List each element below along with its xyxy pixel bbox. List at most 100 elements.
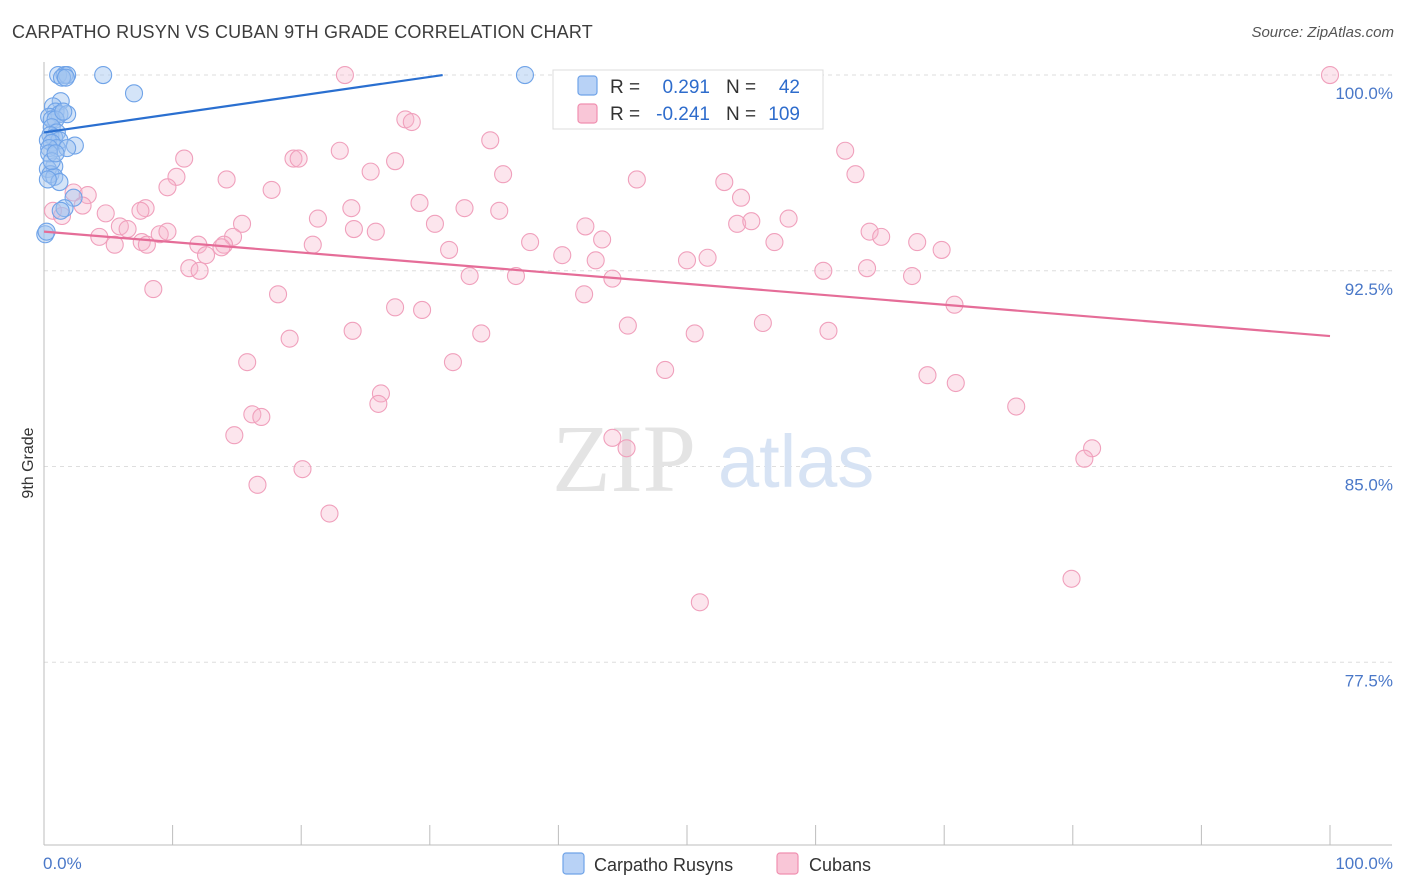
legend-swatch-carpatho [577, 75, 598, 96]
cubans-point-84 [280, 329, 299, 348]
cubans-point-75 [386, 298, 405, 317]
carpatho-point-3 [94, 66, 113, 85]
y-axis-title: 9th Grade [20, 427, 37, 498]
cubans-point-5 [330, 141, 349, 160]
cubans-point-10 [386, 152, 405, 171]
cubans-point-12 [494, 165, 513, 184]
cubans-point-33 [308, 209, 327, 228]
legend-n-label-2: N = [726, 104, 756, 125]
cubans-trend-line [43, 230, 1331, 338]
series-legend-swatch-cubans [776, 852, 799, 875]
cubans-point-50 [132, 233, 151, 252]
cubans-point-37 [728, 214, 747, 233]
cubans-points [43, 66, 1340, 612]
cubans-point-11 [361, 162, 380, 181]
series-legend-label-cubans: Cubans [809, 855, 871, 875]
cubans-point-8 [284, 149, 303, 168]
cubans-point-22 [410, 193, 429, 212]
cubans-point-17 [715, 173, 734, 192]
carpatho-point-39 [54, 102, 73, 121]
carpatho-rusyns-points [36, 66, 535, 244]
y-tick-label-2: 85.0% [1345, 476, 1393, 495]
cubans-point-66 [460, 266, 479, 286]
cubans-point-34 [779, 209, 798, 228]
cubans-point-92 [1007, 397, 1026, 416]
cubans-point-47 [593, 230, 612, 249]
cubans-point-61 [553, 246, 572, 265]
cubans-point-85 [238, 353, 257, 372]
cubans-point-86 [443, 353, 462, 372]
watermark-zip: ZIP [552, 405, 696, 512]
cubans-point-100 [293, 460, 312, 479]
source-label: Source: ZipAtlas.com [1251, 24, 1394, 41]
x-tick-label-0: 0.0% [43, 854, 82, 873]
cubans-point-79 [753, 313, 772, 333]
cubans-point-82 [685, 324, 704, 343]
cubans-point-6 [836, 141, 855, 160]
cubans-point-27 [455, 199, 474, 218]
cubans-point-107 [677, 251, 697, 270]
cubans-point-7 [175, 149, 194, 168]
carpatho-point-32 [64, 188, 83, 207]
carpatho-point-7 [124, 84, 144, 103]
carpatho-point-31 [50, 173, 69, 192]
cubans-point-13 [846, 165, 865, 184]
cubans-point-40 [118, 219, 137, 239]
cubans-point-0 [335, 66, 354, 85]
cubans-point-101 [248, 475, 267, 494]
cubans-point-31 [96, 204, 115, 223]
cubans-point-14 [167, 167, 186, 186]
cubans-point-44 [860, 222, 879, 241]
cubans-point-21 [78, 186, 97, 205]
y-tick-label-0: 100.0% [1335, 84, 1393, 103]
cubans-point-25 [136, 199, 155, 218]
carpatho-point-25 [58, 139, 77, 158]
cubans-point-83 [819, 321, 838, 340]
cubans-point-71 [902, 266, 922, 286]
cubans-point-29 [43, 201, 63, 220]
cubans-point-42 [576, 217, 595, 236]
cubans-point-38 [742, 212, 761, 231]
cubans-point-9 [289, 149, 308, 168]
legend-n-value-2: 109 [768, 104, 800, 125]
cubans-point-90 [371, 384, 390, 403]
cubans-point-69 [814, 261, 833, 280]
cubans-point-23 [731, 188, 751, 207]
cubans-point-67 [506, 266, 526, 286]
stats-legend-box [552, 69, 824, 130]
cubans-point-94 [252, 407, 271, 427]
cubans-point-35 [232, 214, 252, 233]
cubans-point-76 [413, 300, 432, 320]
cubans-point-72 [144, 280, 163, 299]
cubans-point-18 [158, 178, 177, 197]
cubans-point-62 [586, 251, 605, 270]
carpatho-trend-line [43, 73, 443, 134]
cubans-point-103 [1062, 569, 1081, 588]
legend-swatch-cubans [577, 103, 598, 124]
cubans-point-51 [105, 235, 124, 254]
cubans-point-70 [857, 259, 877, 278]
cubans-point-102 [320, 504, 339, 523]
carpatho-point-41 [38, 170, 57, 189]
cubans-point-55 [765, 233, 784, 252]
cubans-point-88 [918, 366, 937, 385]
carpatho-point-4 [515, 66, 535, 85]
cubans-point-32 [131, 201, 150, 220]
series-legend-label-carpatho: Carpatho Rusyns [594, 855, 733, 875]
cubans-point-65 [190, 261, 209, 280]
x-tick-label-1: 100.0% [1335, 854, 1393, 873]
cubans-point-80 [343, 321, 362, 340]
cubans-point-87 [656, 360, 675, 380]
cubans-point-36 [425, 214, 444, 233]
cubans-point-19 [262, 180, 281, 199]
cubans-point-28 [490, 201, 509, 220]
cubans-point-64 [180, 259, 199, 278]
series-legend: Carpatho Rusyns Cubans [562, 852, 871, 875]
cubans-point-16 [627, 170, 646, 189]
cubans-point-48 [872, 227, 891, 246]
axes [43, 62, 1392, 846]
cubans-point-53 [303, 235, 322, 254]
cubans-point-43 [366, 222, 385, 241]
cubans-point-57 [932, 240, 951, 259]
